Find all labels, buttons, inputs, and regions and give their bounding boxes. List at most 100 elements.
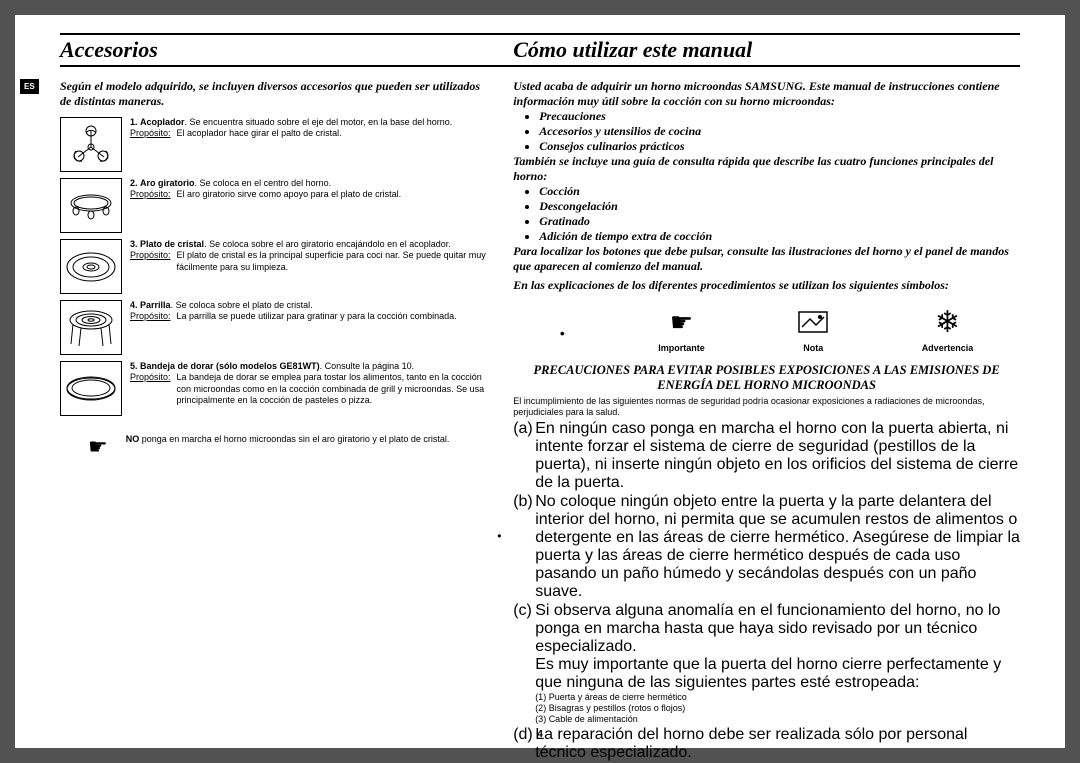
purpose-block: Propósito: El aro giratorio sirve como a…: [130, 189, 401, 200]
caution-sub-2: (2) Bisagras y pestillos (rotos o flojos…: [513, 703, 1020, 714]
warning-no: NO: [126, 434, 140, 444]
caution-item-b: (b) No coloque ningún objeto entre la pu…: [513, 493, 1020, 601]
bullet-item: Consejos culinarios prácticos: [539, 139, 1020, 154]
page-number: 4: [537, 729, 543, 740]
bullet-list-2: Cocción Descongelación Gratinado Adición…: [513, 184, 1020, 244]
item-number: 2.: [130, 178, 138, 188]
roller-ring-icon: [60, 178, 122, 233]
right-intro-2: También se incluye una guía de consulta …: [513, 154, 1020, 184]
accessory-text: 3. Plato de cristal. Se coloca sobre el …: [130, 239, 491, 294]
symbol-warning: ❄ Advertencia: [922, 305, 974, 353]
bullet-dot: •: [497, 529, 501, 543]
caution-tag: (d): [513, 726, 535, 762]
heading-right: Cómo utilizar este manual: [511, 37, 1020, 63]
caution-heading: PRECAUCIONES PARA EVITAR POSIBLES EXPOSI…: [513, 363, 1020, 393]
caution-text: Si observa alguna anomalía en el funcion…: [535, 602, 1020, 692]
accessory-text: 1. Acoplador. Se encuentra situado sobre…: [130, 117, 452, 172]
item-name: Parrilla: [140, 300, 171, 310]
accessory-row: 2. Aro giratorio. Se coloca en el centro…: [60, 178, 491, 233]
bullet-item: Cocción: [539, 184, 1020, 199]
language-tag: ES: [20, 79, 39, 94]
right-intro-4: En las explicaciones de los diferentes p…: [513, 278, 1020, 293]
item-name: Plato de cristal: [140, 239, 204, 249]
accessory-text: 5. Bandeja de dorar (sólo modelos GE81WT…: [130, 361, 491, 416]
item-name: Bandeja de dorar (sólo modelos GE81WT): [140, 361, 320, 371]
bullet-dot: •: [560, 317, 565, 341]
caution-tag: (c): [513, 602, 535, 692]
item-name: Aro giratorio: [140, 178, 195, 188]
purpose-label: Propósito:: [130, 372, 177, 406]
purpose-label: Propósito:: [130, 128, 177, 139]
caution-sub-3: (3) Cable de alimentación: [513, 714, 1020, 725]
right-column: Usted acaba de adquirir un horno microon…: [511, 79, 1020, 762]
hand-pointer-icon: ☛: [88, 434, 108, 460]
caution-tag: (b): [513, 493, 535, 601]
snowflake-icon: ❄: [922, 305, 974, 339]
accessory-row: 1. Acoplador. Se encuentra situado sobre…: [60, 117, 491, 172]
warning-text: NO ponga en marcha el horno microondas s…: [126, 434, 450, 446]
top-rule-2: [60, 65, 1020, 67]
caution-text: La reparación del horno debe ser realiza…: [535, 726, 1020, 762]
caution-intro: El incumplimiento de las siguientes norm…: [513, 396, 1020, 419]
bullet-item: Gratinado: [539, 214, 1020, 229]
caution-item-d: (d) La reparación del horno debe ser rea…: [513, 726, 1020, 762]
right-intro-3: Para localizar los botones que debe puls…: [513, 244, 1020, 274]
accessory-text: 4. Parrilla. Se coloca sobre el plato de…: [130, 300, 457, 355]
purpose-label: Propósito:: [130, 189, 177, 200]
purpose-text: El acoplador hace girar el palto de cris…: [177, 128, 342, 139]
headings-row: Accesorios Cómo utilizar este manual: [60, 37, 1020, 63]
right-intro-1: Usted acaba de adquirir un horno microon…: [513, 79, 1020, 109]
item-number: 3.: [130, 239, 138, 249]
accessory-row: 5. Bandeja de dorar (sólo modelos GE81WT…: [60, 361, 491, 416]
accessory-text: 2. Aro giratorio. Se coloca en el centro…: [130, 178, 401, 233]
symbols-row: • ☛ Importante Nota ❄ Advertencia: [513, 305, 1020, 353]
item-number: 1.: [130, 117, 138, 127]
left-column: ES Según el modelo adquirido, se incluye…: [60, 79, 511, 762]
item-desc: . Se coloca en el centro del horno.: [195, 178, 332, 188]
bullet-item: Accesorios y utensilios de cocina: [539, 124, 1020, 139]
coupler-icon: [60, 117, 122, 172]
purpose-block: Propósito: La parrilla se puede utilizar…: [130, 311, 457, 322]
symbol-label: Advertencia: [922, 343, 974, 353]
purpose-label: Propósito:: [130, 250, 177, 273]
manual-page: Accesorios Cómo utilizar este manual ES …: [15, 15, 1065, 748]
accessory-row: 3. Plato de cristal. Se coloca sobre el …: [60, 239, 491, 294]
caution-text: En ningún caso ponga en marcha el horno …: [535, 420, 1020, 492]
caution-text: No coloque ningún objeto entre la puerta…: [535, 493, 1020, 601]
item-number: 4.: [130, 300, 138, 310]
purpose-text: El plato de cristal es la principal supe…: [177, 250, 492, 273]
bullet-item: Adición de tiempo extra de cocción: [539, 229, 1020, 244]
purpose-text: La bandeja de dorar se emplea para tosta…: [177, 372, 492, 406]
grill-rack-icon: [60, 300, 122, 355]
item-desc: . Se coloca sobre el plato de cristal.: [171, 300, 313, 310]
symbol-note: Nota: [798, 305, 828, 353]
warning-row: ☛ NO ponga en marcha el horno microondas…: [60, 434, 491, 460]
purpose-label: Propósito:: [130, 311, 177, 322]
hand-pointer-icon: ☛: [658, 305, 705, 339]
left-intro: Según el modelo adquirido, se incluyen d…: [60, 79, 491, 109]
glass-tray-icon: [60, 239, 122, 294]
purpose-block: Propósito: El acoplador hace girar el pa…: [130, 128, 452, 139]
purpose-text: El aro giratorio sirve como apoyo para e…: [177, 189, 402, 200]
item-number: 5.: [130, 361, 138, 371]
caution-sub-1: (1) Puerta y áreas de cierre hermético: [513, 692, 1020, 703]
symbol-label: Nota: [798, 343, 828, 353]
warning-body: ponga en marcha el horno microondas sin …: [139, 434, 449, 444]
note-icon: [798, 305, 828, 339]
purpose-block: Propósito: La bandeja de dorar se emplea…: [130, 372, 491, 406]
item-name: Acoplador: [140, 117, 185, 127]
caution-tag: (a): [513, 420, 535, 492]
top-rule: [60, 33, 1020, 35]
item-desc: . Consulte la página 10.: [320, 361, 415, 371]
browning-tray-icon: [60, 361, 122, 416]
accessory-row: 4. Parrilla. Se coloca sobre el plato de…: [60, 300, 491, 355]
purpose-block: Propósito: El plato de cristal es la pri…: [130, 250, 491, 273]
purpose-text: La parrilla se puede utilizar para grati…: [177, 311, 457, 322]
item-desc: . Se encuentra situado sobre el eje del …: [185, 117, 453, 127]
item-desc: . Se coloca sobre el aro giratorio encaj…: [204, 239, 451, 249]
symbol-important: ☛ Importante: [658, 305, 705, 353]
symbol-label: Importante: [658, 343, 705, 353]
caution-item-a: (a) En ningún caso ponga en marcha el ho…: [513, 420, 1020, 492]
heading-left: Accesorios: [60, 37, 511, 63]
bullet-item: Precauciones: [539, 109, 1020, 124]
